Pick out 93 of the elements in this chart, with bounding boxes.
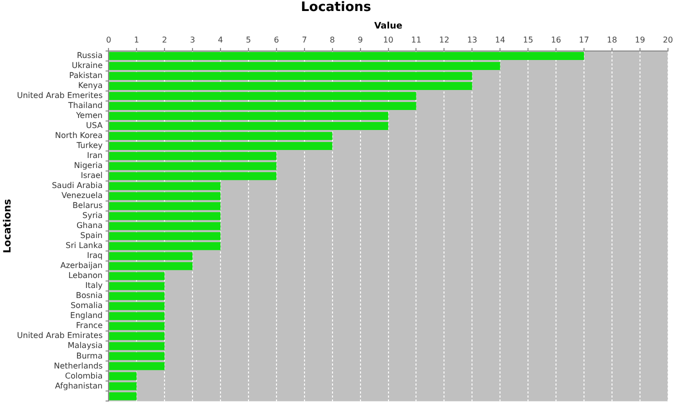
- x-tick-label: 17: [578, 35, 590, 44]
- bar: [109, 392, 137, 400]
- x-tick-label: 13: [467, 35, 478, 44]
- bar: [109, 72, 472, 80]
- y-tick-label: Thailand: [67, 101, 103, 110]
- y-tick-label: United Arab Emerites: [16, 91, 103, 100]
- y-tick-label: Bosnia: [76, 291, 103, 300]
- y-tick-label: USA: [86, 121, 104, 130]
- y-tick-label: Iraq: [86, 251, 103, 260]
- x-tick-label: 9: [358, 35, 363, 44]
- y-axis-title: Locations: [2, 199, 14, 254]
- x-tick-label: 7: [302, 35, 307, 44]
- y-tick-label: North Korea: [55, 131, 103, 140]
- x-tick-label: 1: [134, 35, 140, 44]
- bar: [109, 162, 276, 170]
- y-tick-label: Kenya: [78, 81, 103, 90]
- x-tick-label: 0: [106, 35, 112, 44]
- y-tick-label: Ghana: [76, 221, 103, 230]
- y-tick-label: Lebanon: [68, 271, 103, 280]
- bar: [109, 82, 472, 90]
- bar: [109, 122, 388, 130]
- bar: [109, 102, 416, 110]
- bar: [109, 172, 276, 180]
- bar: [109, 152, 276, 160]
- x-tick-label: 16: [550, 35, 562, 44]
- y-tick-label: Belarus: [72, 201, 103, 210]
- bar: [109, 352, 165, 360]
- x-tick-label: 8: [330, 35, 335, 44]
- y-tick-label: Burma: [76, 351, 103, 360]
- y-tick-label: Yemen: [75, 111, 103, 120]
- bar: [109, 92, 416, 100]
- x-tick-label: 14: [495, 35, 506, 44]
- x-tick-label: 15: [522, 35, 534, 44]
- y-tick-label: Venezuela: [62, 191, 103, 200]
- y-tick-label: Spain: [80, 231, 103, 240]
- y-tick-label: Ukraine: [72, 61, 103, 70]
- x-tick-label: 10: [383, 35, 394, 44]
- y-tick-label: Afghanistan: [54, 381, 103, 390]
- bar: [109, 252, 193, 260]
- x-tick-label: 19: [634, 35, 646, 44]
- bar: [109, 62, 500, 70]
- bar: [109, 262, 193, 270]
- y-tick-label: England: [70, 311, 103, 320]
- y-tick-label: Nigeria: [74, 161, 103, 170]
- y-tick-label: Somalia: [70, 301, 103, 310]
- y-tick-label: Azerbaijan: [60, 261, 103, 270]
- y-tick-label: Saudi Arabia: [52, 181, 103, 190]
- y-tick-label: Israel: [80, 171, 103, 180]
- x-tick-label: 4: [218, 35, 224, 44]
- bar: [109, 312, 165, 320]
- bar: [109, 272, 165, 280]
- x-tick-label: 2: [162, 35, 168, 44]
- x-axis-title: Value: [374, 21, 402, 32]
- x-tick-label: 6: [274, 35, 279, 44]
- y-tick-label: Russia: [76, 51, 103, 60]
- x-tick-label: 5: [246, 35, 251, 44]
- y-tick-label: Netherlands: [54, 361, 103, 370]
- bar: [109, 362, 165, 370]
- y-tick-label: Syria: [82, 211, 103, 220]
- bar: [109, 232, 220, 240]
- bar: [109, 212, 220, 220]
- bar: [109, 382, 137, 390]
- bar: [109, 222, 220, 230]
- bar: [109, 342, 165, 350]
- y-tick-label: United Arab Emirates: [17, 331, 103, 340]
- chart-title: Locations: [300, 0, 372, 16]
- bar: [109, 112, 388, 120]
- bar: [109, 282, 165, 290]
- x-tick-label: 12: [439, 35, 450, 44]
- x-tick-label: 18: [606, 35, 618, 44]
- bar: [109, 182, 220, 190]
- y-tick-label: Sri Lanka: [66, 241, 103, 250]
- bar: [109, 302, 165, 310]
- bar: [109, 372, 137, 380]
- bar: [109, 142, 332, 150]
- x-tick-label: 3: [190, 35, 196, 44]
- bar: [109, 192, 220, 200]
- bar: [109, 132, 332, 140]
- bar: [109, 52, 584, 60]
- y-tick-label: Malaysia: [68, 341, 103, 350]
- bar: [109, 292, 165, 300]
- y-tick-label: Colombia: [65, 371, 103, 380]
- bar: [109, 332, 165, 340]
- bar: [109, 202, 220, 210]
- y-tick-label: Turkey: [76, 141, 103, 150]
- y-tick-label: Pakistan: [69, 71, 103, 80]
- y-tick-label: Italy: [85, 281, 103, 290]
- x-tick-label: 11: [411, 35, 422, 44]
- x-tick-label: 20: [662, 35, 674, 44]
- y-tick-label: France: [76, 321, 103, 330]
- bar: [109, 242, 220, 250]
- y-tick-label: Iran: [86, 151, 103, 160]
- bar: [109, 322, 165, 330]
